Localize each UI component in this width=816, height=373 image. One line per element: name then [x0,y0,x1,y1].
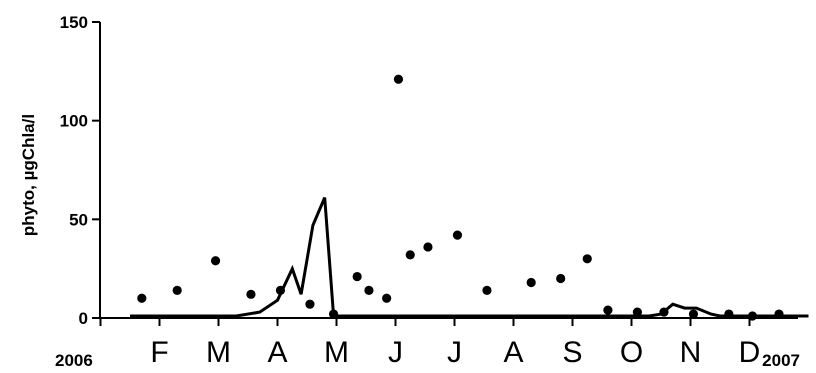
observation-point [659,307,669,317]
y-axis-ticks [92,21,100,319]
observation-point [305,299,315,309]
observation-point [774,309,784,319]
observation-point [688,309,699,319]
axes [99,22,798,319]
x-axis-ticks [99,318,751,326]
observation-point [452,230,463,240]
observation-point [526,277,536,288]
observation-point [632,307,643,317]
model-line [130,197,809,318]
y-tick-label: 150 [60,13,88,32]
series-layer [130,74,809,321]
month-label: S [562,336,582,369]
year-label-start: 2006 [55,351,93,370]
y-axis-tick-labels: 0 50 100 150 [60,13,88,328]
observation-point [246,289,256,299]
observation-point [210,256,221,266]
observation-point [172,285,182,295]
observation-point [603,305,613,315]
observation-point [405,250,415,260]
month-label: O [620,336,643,369]
month-label: F [150,336,168,369]
month-label: J [388,336,403,369]
observation-point [482,285,492,295]
observation-point [382,293,392,303]
observation-point [275,285,286,295]
y-axis-label: phyto, µgChla/l [19,114,38,236]
month-label: A [267,336,287,369]
observation-point [582,254,592,264]
y-tick-label: 100 [60,112,88,131]
observation-point [137,293,147,303]
month-label: M [324,336,349,369]
observation-point [364,285,374,295]
observation-point [393,74,404,84]
year-label-end: 2007 [762,351,800,370]
observation-point [556,273,566,284]
month-label: D [739,336,761,369]
month-label: N [680,336,702,369]
observation-point [724,309,734,319]
y-tick-label: 0 [79,309,88,328]
month-label: M [206,336,231,369]
y-tick-label: 50 [69,210,88,229]
observation-point [328,309,339,319]
observation-point [352,271,362,282]
month-label: J [447,336,462,369]
observation-point [423,242,433,252]
month-label: A [503,336,523,369]
